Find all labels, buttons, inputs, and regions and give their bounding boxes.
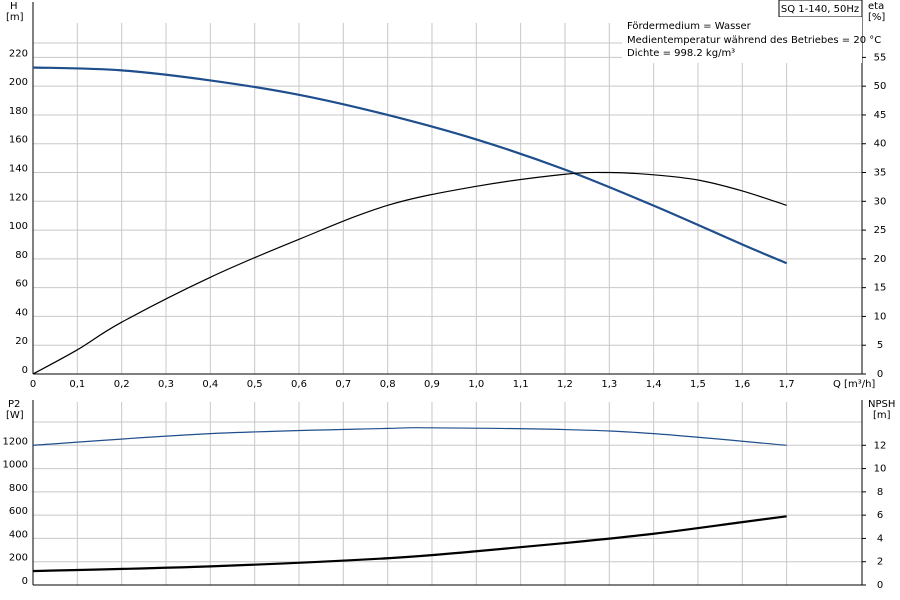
x-tick-label: 0,3	[158, 379, 174, 390]
y2-axis-unit: [%]	[868, 12, 885, 23]
x-tick-label: 1,2	[557, 379, 573, 390]
curve	[32, 515, 787, 573]
y-tick-label: 160	[9, 135, 28, 146]
y2-tick-label: 10	[874, 311, 887, 322]
x-tick-label: 1,1	[513, 379, 529, 390]
curve	[32, 171, 787, 375]
y2-tick-label: 25	[874, 225, 887, 236]
y-tick-label: 20	[15, 336, 28, 347]
y-tick-label: 1200	[3, 436, 28, 447]
y2-tick-label: 4	[877, 533, 883, 544]
x-tick-label: 0,9	[424, 379, 440, 390]
y-axis-unit: [W]	[6, 410, 24, 421]
y2-tick-label: 12	[874, 440, 887, 451]
x-tick-label: 1,4	[646, 379, 662, 390]
y-tick-label: 200	[9, 77, 28, 88]
y-axis-label: H	[10, 1, 18, 12]
y2-tick-label: 35	[874, 168, 887, 179]
y-tick-label: 200	[9, 553, 28, 564]
annotation-box	[622, 17, 862, 63]
y2-axis-unit: [m]	[873, 410, 891, 421]
y-tick-label: 1000	[3, 460, 28, 471]
x-tick-label: 1,3	[601, 379, 617, 390]
y-tick-label: 0	[22, 576, 28, 587]
y-tick-label: 140	[9, 164, 28, 175]
y2-tick-label: 2	[877, 557, 883, 568]
annotation: Fördermedium = Wasser	[627, 21, 752, 32]
x-tick-label: 0,1	[69, 379, 85, 390]
x-tick-label: 0	[30, 379, 36, 390]
y2-tick-label: 6	[877, 510, 883, 521]
x-tick-label: 1,6	[734, 379, 750, 390]
x-axis-label: Q [m³/h]	[833, 379, 875, 390]
y2-tick-label: 5	[877, 340, 883, 351]
y2-tick-label: 8	[877, 487, 883, 498]
y2-tick-label: 45	[874, 110, 887, 121]
x-tick-label: 0,6	[291, 379, 307, 390]
y2-tick-label: 20	[874, 254, 887, 265]
curve	[32, 66, 788, 265]
y-axis-unit: [m]	[6, 12, 24, 23]
y2-tick-label: 0	[877, 580, 883, 591]
y2-tick-label: 40	[874, 139, 887, 150]
y2-tick-label: 10	[874, 464, 887, 475]
y-tick-label: 220	[9, 48, 28, 59]
y-tick-label: 400	[9, 529, 28, 540]
y-tick-label: 40	[15, 307, 28, 318]
x-tick-label: 1,5	[690, 379, 706, 390]
y-tick-label: 180	[9, 106, 28, 117]
x-tick-label: 0,5	[247, 379, 263, 390]
y-tick-label: 100	[9, 221, 28, 232]
y-axis-label: P2	[8, 399, 20, 410]
x-tick-label: 0,7	[335, 379, 351, 390]
chart-title: SQ 1-140, 50Hz	[781, 4, 859, 15]
x-tick-label: 0,8	[380, 379, 396, 390]
y2-tick-label: 0	[877, 369, 883, 380]
x-tick-label: 0,2	[114, 379, 130, 390]
annotation: Dichte = 998.2 kg/m³	[627, 48, 735, 59]
y-tick-label: 120	[9, 192, 28, 203]
x-tick-label: 1,0	[468, 379, 484, 390]
y-tick-label: 80	[15, 250, 28, 261]
y2-tick-label: 30	[874, 196, 887, 207]
y-tick-label: 60	[15, 279, 28, 290]
x-tick-label: 0,4	[202, 379, 218, 390]
y2-tick-label: 15	[874, 283, 887, 294]
x-tick-label: 1,7	[779, 379, 795, 390]
y-tick-label: 800	[9, 483, 28, 494]
y2-tick-label: 55	[874, 52, 887, 63]
y-tick-label: 0	[22, 365, 28, 376]
y2-axis-label: eta	[868, 1, 884, 12]
curve	[32, 427, 787, 446]
y2-tick-label: 50	[874, 81, 887, 92]
y2-axis-label: NPSH	[868, 399, 895, 410]
y-tick-label: 600	[9, 506, 28, 517]
annotation: Medientemperatur während des Betriebes =…	[627, 35, 881, 46]
